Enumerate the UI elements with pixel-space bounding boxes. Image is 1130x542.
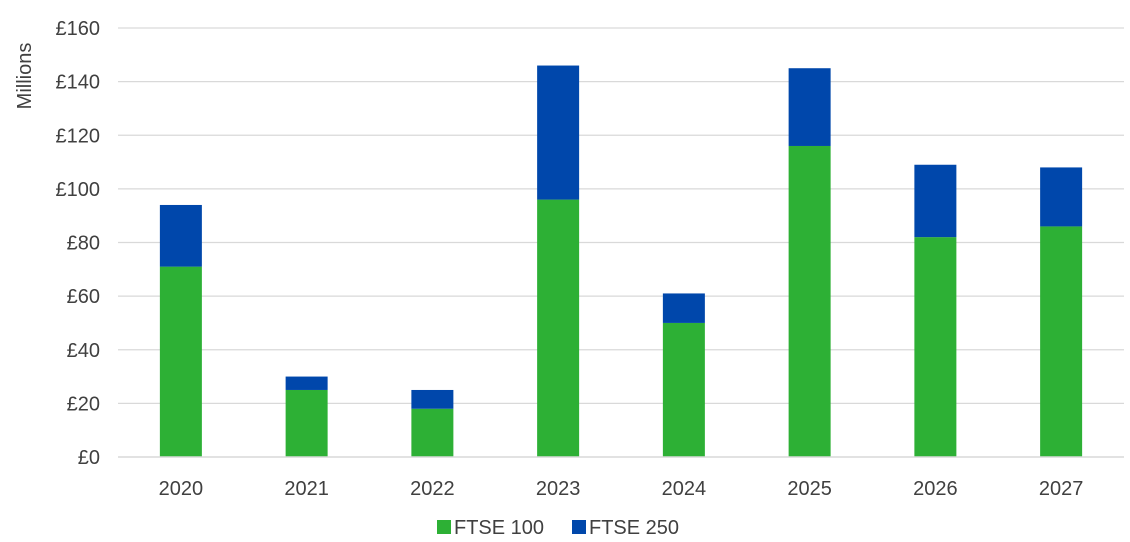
- bar-ftse-250-2024: [662, 293, 705, 323]
- x-tick-label: 2027: [1039, 478, 1084, 500]
- x-tick-label: 2020: [159, 478, 204, 500]
- bar-ftse-250-2027: [1040, 167, 1083, 227]
- y-tick-label: £140: [56, 72, 101, 94]
- legend-swatch-ftse-250: [572, 520, 586, 534]
- bar-ftse-100-2026: [914, 237, 957, 457]
- x-tick-label: 2026: [913, 478, 958, 500]
- legend: FTSE 100 FTSE 250: [437, 517, 679, 539]
- bar-ftse-100-2024: [662, 322, 705, 457]
- y-tick-label: £60: [67, 286, 100, 308]
- y-tick-label: £20: [67, 393, 100, 415]
- y-tick-label: £80: [67, 233, 100, 255]
- x-axis-ticks: 2020 2021 2022 2023 2024 2025 2026 2027: [159, 478, 1084, 500]
- bar-ftse-250-2023: [537, 65, 580, 200]
- gridlines: [118, 27, 1124, 405]
- legend-swatch-ftse-100: [437, 520, 451, 534]
- bar-ftse-250-2026: [914, 164, 957, 238]
- bar-ftse-250-2021: [285, 376, 328, 390]
- y-tick-label: £120: [56, 125, 101, 147]
- bar-ftse-100-2027: [1040, 226, 1083, 457]
- bar-ftse-250-2025: [788, 68, 831, 146]
- bar-ftse-100-2025: [788, 145, 831, 457]
- y-tick-label: £100: [56, 179, 101, 201]
- x-tick-label: 2025: [787, 478, 832, 500]
- bar-ftse-100-2020: [159, 266, 202, 457]
- x-tick-label: 2021: [284, 478, 329, 500]
- y-tick-label: £40: [67, 340, 100, 362]
- bar-ftse-250-2022: [411, 389, 454, 409]
- bar-ftse-100-2023: [537, 199, 580, 457]
- x-tick-label: 2024: [662, 478, 707, 500]
- y-axis-title: Millions: [14, 43, 36, 110]
- y-tick-label: £160: [56, 18, 101, 40]
- legend-label-ftse-100: FTSE 100: [454, 517, 544, 539]
- bar-ftse-250-2020: [159, 204, 202, 267]
- bar-ftse-100-2022: [411, 408, 454, 457]
- legend-label-ftse-250: FTSE 250: [589, 517, 679, 539]
- x-tick-label: 2023: [536, 478, 581, 500]
- x-tick-label: 2022: [410, 478, 455, 500]
- y-axis-ticks: £0 £20 £40 £60 £80 £100 £120 £140 £160: [56, 18, 101, 469]
- bars: [159, 65, 1083, 457]
- y-tick-label: £0: [78, 447, 100, 469]
- bar-ftse-100-2021: [285, 389, 328, 457]
